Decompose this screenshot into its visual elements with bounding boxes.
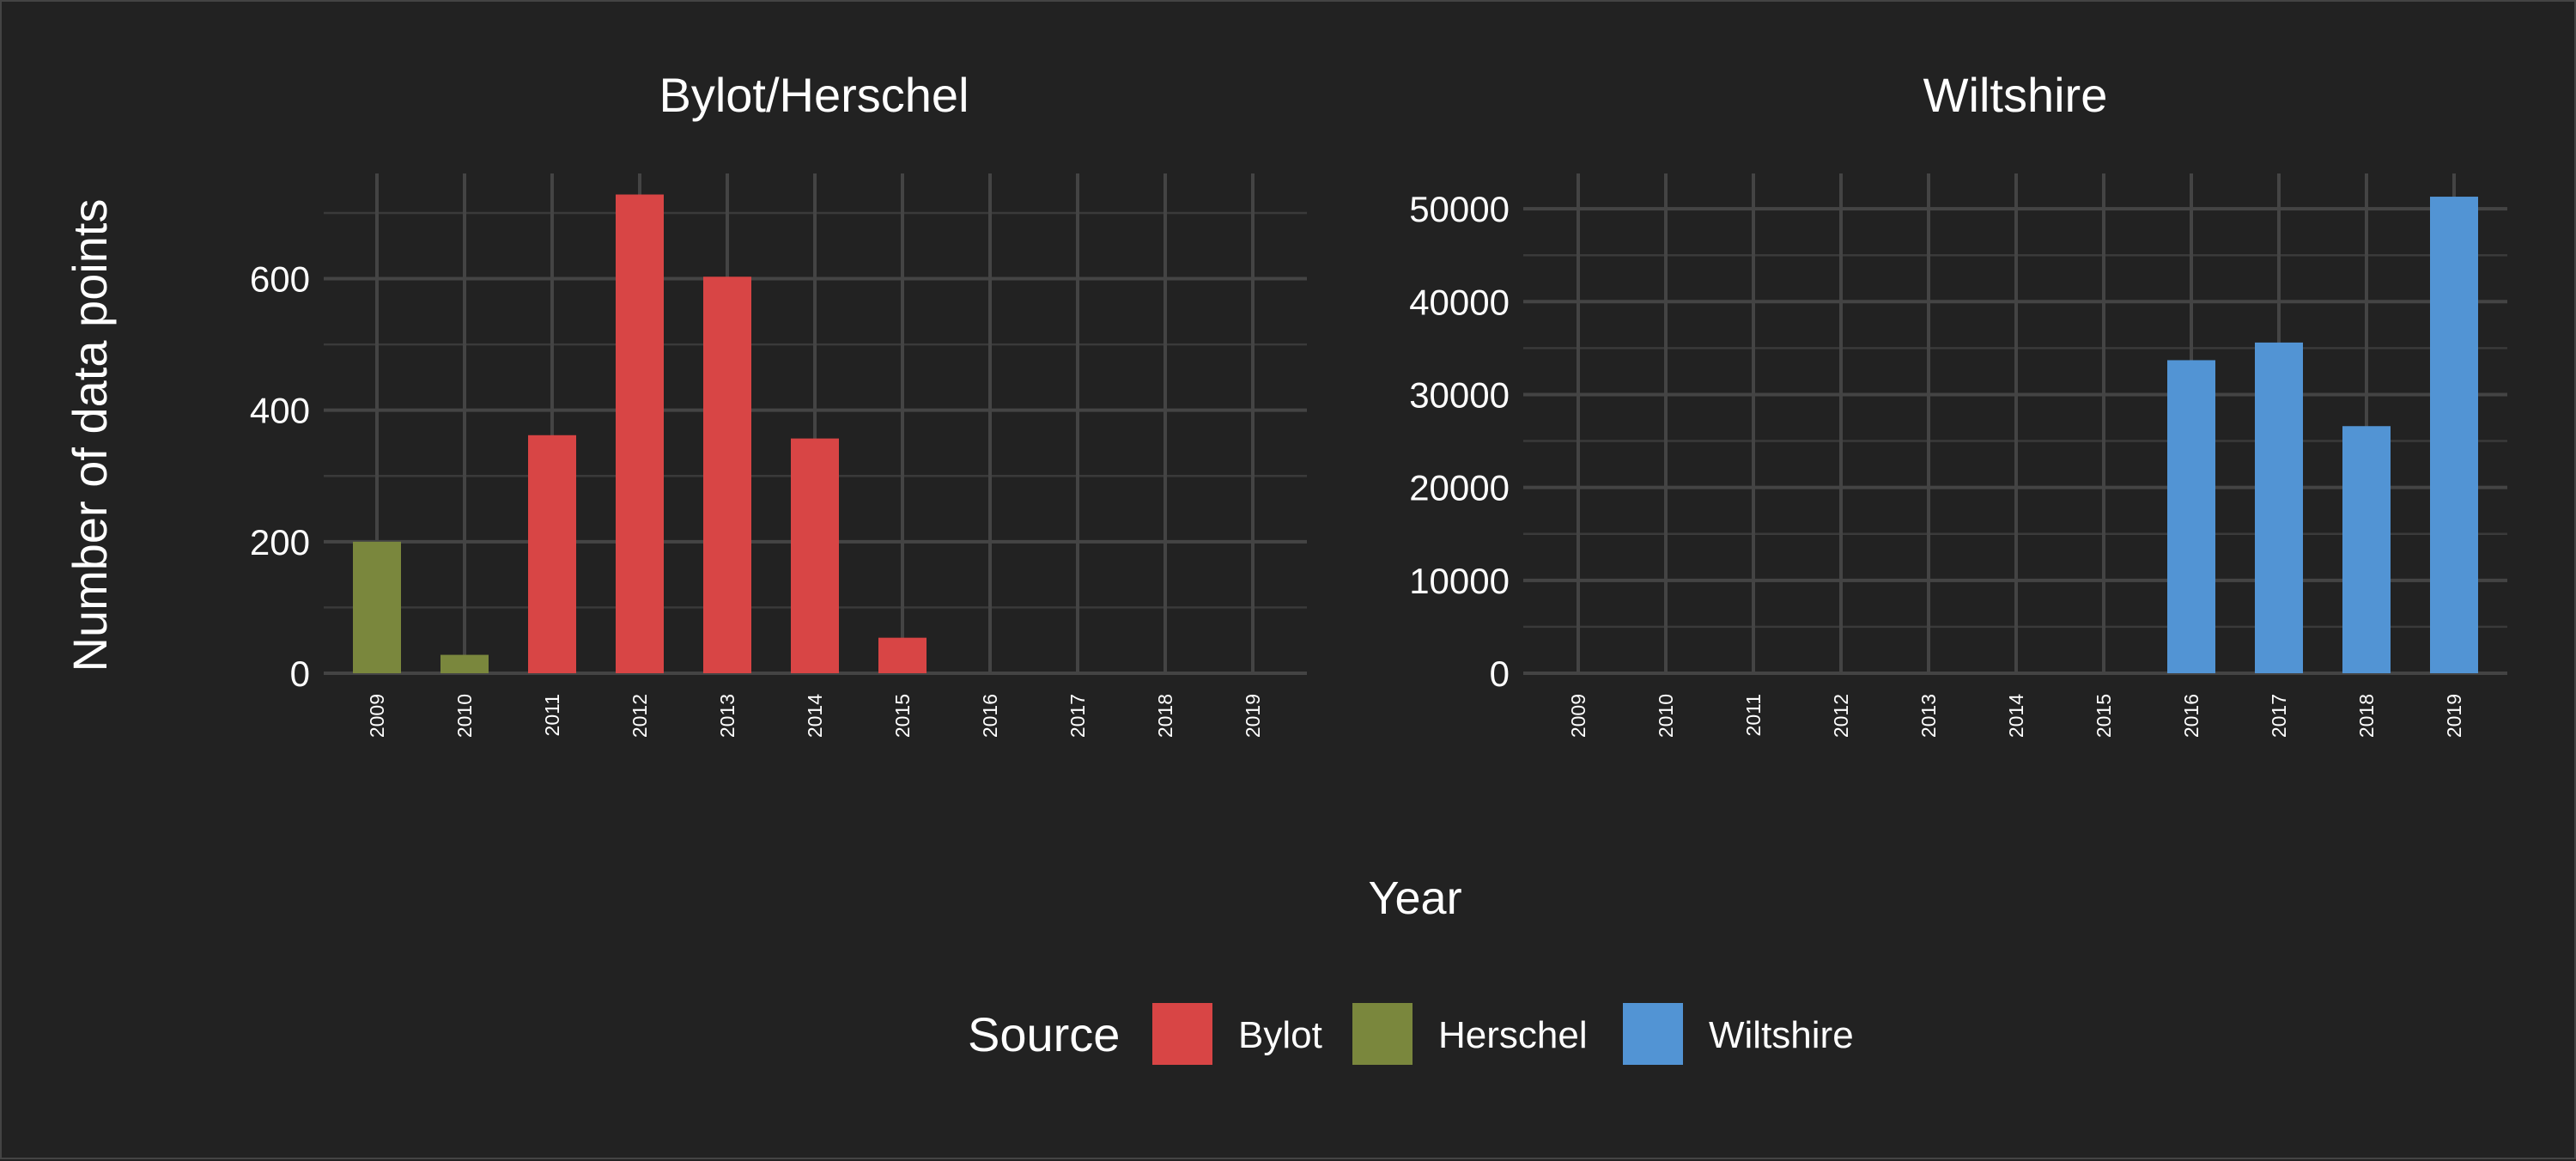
y-tick-label: 0: [1490, 653, 1510, 694]
panel-title: Bylot/Herschel: [659, 68, 969, 122]
legend-label: Wiltshire: [1709, 1014, 1854, 1056]
x-axis-label: Year: [1368, 872, 1461, 924]
x-tick-label: 2019: [2443, 694, 2465, 738]
y-tick-label: 400: [250, 391, 310, 431]
bar-wiltshire-2016: [2167, 360, 2215, 673]
bar-bylot-2012: [616, 194, 664, 674]
y-tick-label: 600: [250, 259, 310, 300]
x-tick-label: 2009: [366, 694, 388, 738]
x-tick-label: 2016: [979, 694, 1001, 738]
x-tick-label: 2017: [2268, 694, 2290, 738]
x-tick-label: 2014: [804, 694, 826, 738]
bar-bylot-2015: [878, 637, 927, 673]
bar-bylot-2013: [703, 277, 751, 673]
legend-swatch: [1623, 1003, 1683, 1065]
x-tick-label: 2018: [2355, 694, 2378, 738]
x-tick-label: 2014: [2005, 694, 2027, 738]
x-tick-label: 2019: [1242, 694, 1264, 738]
bar-wiltshire-2017: [2255, 342, 2303, 673]
x-tick-label: 2013: [1917, 694, 1940, 738]
y-tick-label: 10000: [1409, 561, 1510, 601]
y-tick-label: 40000: [1409, 282, 1510, 322]
legend-entry-herschel: Herschel: [1352, 1003, 1588, 1065]
x-tick-label: 2018: [1154, 694, 1176, 738]
panel-title: Wiltshire: [1923, 68, 2108, 122]
x-tick-label: 2012: [1830, 694, 1852, 738]
legend-swatch: [1352, 1003, 1413, 1065]
x-tick-label: 2011: [1742, 694, 1765, 736]
x-tick-label: 2016: [2180, 694, 2202, 738]
legend: Source Bylot Herschel Wiltshire: [968, 1003, 1854, 1065]
x-tick-label: 2017: [1066, 694, 1089, 738]
legend-title: Source: [968, 1007, 1120, 1061]
x-tick-label: 2011: [541, 694, 563, 736]
bar-herschel-2009: [353, 541, 401, 673]
legend-entry-bylot: Bylot: [1152, 1003, 1322, 1065]
x-tick-label: 2015: [891, 694, 914, 738]
x-tick-label: 2013: [716, 694, 738, 738]
panel-2: 0 10000 20000 30000 40000 50000 2009 2010 2011 20…: [1409, 68, 2507, 738]
legend-entry-wiltshire: Wiltshire: [1623, 1003, 1854, 1065]
x-tick-label: 2009: [1567, 694, 1589, 738]
x-tick-label: 2010: [1655, 694, 1677, 738]
y-axis-label: Number of data points: [63, 199, 117, 672]
bar-wiltshire-2019: [2430, 197, 2478, 673]
bar-herschel-2010: [440, 654, 489, 673]
legend-swatch: [1152, 1003, 1212, 1065]
y-tick-label: 20000: [1409, 468, 1510, 508]
y-tick-label: 0: [290, 653, 310, 694]
legend-label: Herschel: [1438, 1014, 1588, 1056]
y-tick-label: 30000: [1409, 374, 1510, 415]
legend-label: Bylot: [1238, 1014, 1322, 1056]
x-tick-label: 2015: [2093, 694, 2115, 738]
bar-wiltshire-2018: [2342, 426, 2391, 673]
y-tick-label: 50000: [1409, 189, 1510, 229]
x-tick-label: 2012: [629, 694, 651, 738]
bar-bylot-2014: [791, 438, 839, 673]
y-tick-label: 200: [250, 522, 310, 562]
x-tick-label: 2010: [453, 694, 476, 738]
bar-bylot-2011: [528, 435, 576, 673]
panel-1: 0 200 400 600 2009 2010 2011 2012 2013 2014 2015 20…: [250, 68, 1307, 738]
